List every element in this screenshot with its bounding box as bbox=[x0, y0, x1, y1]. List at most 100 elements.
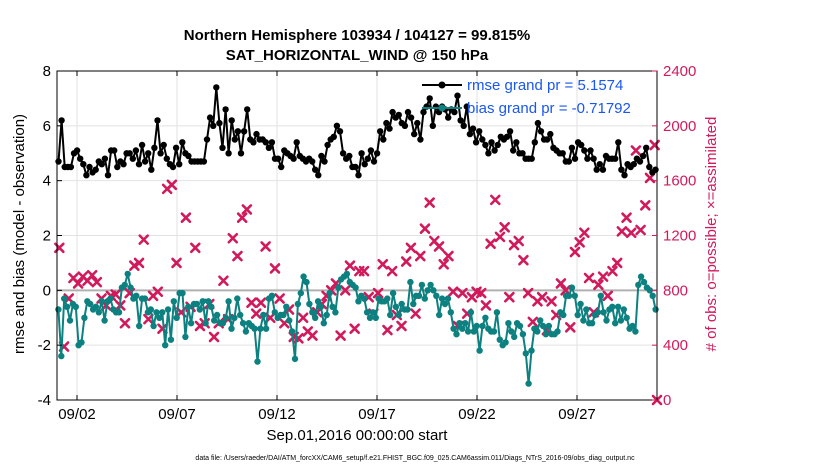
rmse-point bbox=[528, 155, 535, 162]
obs-assimilated-marker bbox=[344, 260, 356, 271]
obs-assimilated-marker bbox=[527, 316, 539, 328]
obs-assimilated-marker bbox=[232, 250, 243, 262]
bias-point bbox=[577, 300, 584, 308]
bias-point bbox=[98, 298, 105, 305]
bias-point bbox=[511, 333, 518, 341]
bias-point bbox=[271, 309, 278, 316]
rmse-point bbox=[163, 155, 170, 162]
rmse-series bbox=[55, 84, 659, 179]
bias-point bbox=[522, 350, 529, 357]
rmse-point bbox=[179, 139, 186, 146]
bias-point bbox=[95, 309, 103, 316]
rmse-point bbox=[479, 136, 486, 143]
bias-point bbox=[294, 300, 302, 308]
bias-point bbox=[410, 300, 417, 308]
y-tick-label-left: 8 bbox=[43, 63, 51, 80]
rmse-point bbox=[581, 147, 588, 154]
bias-point bbox=[283, 303, 290, 310]
bias-point bbox=[519, 331, 527, 338]
obs-assimilated-marker bbox=[419, 223, 431, 234]
x-tick-label: 09/12 bbox=[258, 406, 296, 423]
rmse-point bbox=[148, 166, 155, 173]
bias-point bbox=[363, 309, 371, 316]
bias-point bbox=[612, 320, 619, 327]
rmse-point bbox=[265, 144, 273, 151]
rmse-point bbox=[630, 161, 637, 168]
rmse-point bbox=[377, 128, 384, 135]
bias-point bbox=[167, 336, 175, 343]
legend: rmse grand pr = 5.1574 bias grand pr = -… bbox=[422, 77, 631, 117]
rmse-point bbox=[73, 147, 81, 154]
x-tick-label: 09/07 bbox=[158, 406, 196, 423]
rmse-point bbox=[590, 155, 597, 162]
obs-assimilated-marker bbox=[236, 212, 248, 223]
legend-bias-label: bias grand pr = -0.71792 bbox=[467, 100, 631, 117]
rmse-point bbox=[559, 150, 566, 157]
bias-point bbox=[329, 303, 336, 310]
bias-point bbox=[72, 303, 80, 310]
rmse-point bbox=[213, 84, 220, 91]
rmse-point bbox=[373, 150, 381, 157]
rmse-point bbox=[312, 166, 319, 173]
rmse-point bbox=[584, 155, 591, 162]
x-ticks: 09/02 09/07 09/12 09/17 09/22 09/27 bbox=[58, 71, 596, 423]
y-tick-label-right: 800 bbox=[663, 282, 688, 299]
obs-assimilated-marker bbox=[555, 278, 567, 289]
rmse-point bbox=[370, 158, 378, 165]
rmse-point bbox=[250, 139, 257, 146]
bias-point bbox=[81, 314, 88, 321]
bias-point bbox=[234, 295, 241, 302]
rmse-point bbox=[519, 150, 526, 157]
bias-point bbox=[635, 281, 642, 289]
rmse-point bbox=[86, 163, 93, 171]
bias-point bbox=[297, 289, 304, 297]
bias-point bbox=[288, 328, 296, 335]
rmse-point bbox=[578, 141, 585, 149]
y-tick-label-right: 2000 bbox=[663, 118, 696, 135]
rmse-point bbox=[200, 158, 208, 165]
bias-point bbox=[260, 311, 267, 319]
rmse-point bbox=[404, 108, 412, 116]
obs-assimilated-marker bbox=[218, 275, 229, 287]
rmse-point bbox=[460, 122, 467, 129]
rmse-point bbox=[534, 119, 542, 127]
rmse-point bbox=[364, 155, 371, 162]
rmse-point bbox=[231, 136, 238, 143]
rmse-point bbox=[355, 172, 362, 179]
bias-point bbox=[92, 303, 100, 310]
rmse-point bbox=[503, 133, 511, 140]
obs-assimilated-marker bbox=[494, 231, 506, 243]
bias-point bbox=[464, 328, 472, 335]
bias-point bbox=[565, 292, 573, 299]
bias-point bbox=[314, 298, 322, 305]
bias-point bbox=[433, 292, 440, 299]
obs-assimilated-marker bbox=[227, 232, 239, 244]
obs-assimilated-marker bbox=[349, 323, 360, 335]
obs-assimilated-marker bbox=[386, 265, 398, 277]
rmse-point bbox=[219, 144, 226, 151]
bias-point bbox=[173, 314, 180, 321]
bias-point bbox=[525, 380, 532, 387]
bias-point bbox=[560, 311, 567, 319]
obs-assimilated-marker bbox=[447, 286, 459, 298]
rmse-point bbox=[401, 122, 409, 129]
rmse-point bbox=[346, 152, 353, 160]
obs-assimilated-marker bbox=[72, 278, 84, 289]
rmse-point bbox=[333, 122, 341, 129]
rmse-point bbox=[457, 117, 464, 124]
y-tick-label-left: 2 bbox=[43, 228, 51, 245]
bias-point bbox=[211, 317, 218, 324]
bias-point bbox=[441, 300, 449, 308]
y-tick-label-right: 1200 bbox=[663, 228, 696, 245]
rmse-point bbox=[599, 166, 607, 173]
rmse-point bbox=[129, 155, 136, 162]
rmse-point bbox=[77, 155, 84, 162]
rmse-point bbox=[472, 139, 480, 146]
obs-assimilated-marker bbox=[443, 250, 454, 262]
obs-assimilated-marker bbox=[260, 241, 271, 252]
obs-assimilated-marker bbox=[433, 241, 445, 252]
y-tick-label-left: -4 bbox=[38, 392, 51, 409]
bias-point bbox=[450, 325, 457, 332]
bias-point bbox=[597, 292, 604, 299]
